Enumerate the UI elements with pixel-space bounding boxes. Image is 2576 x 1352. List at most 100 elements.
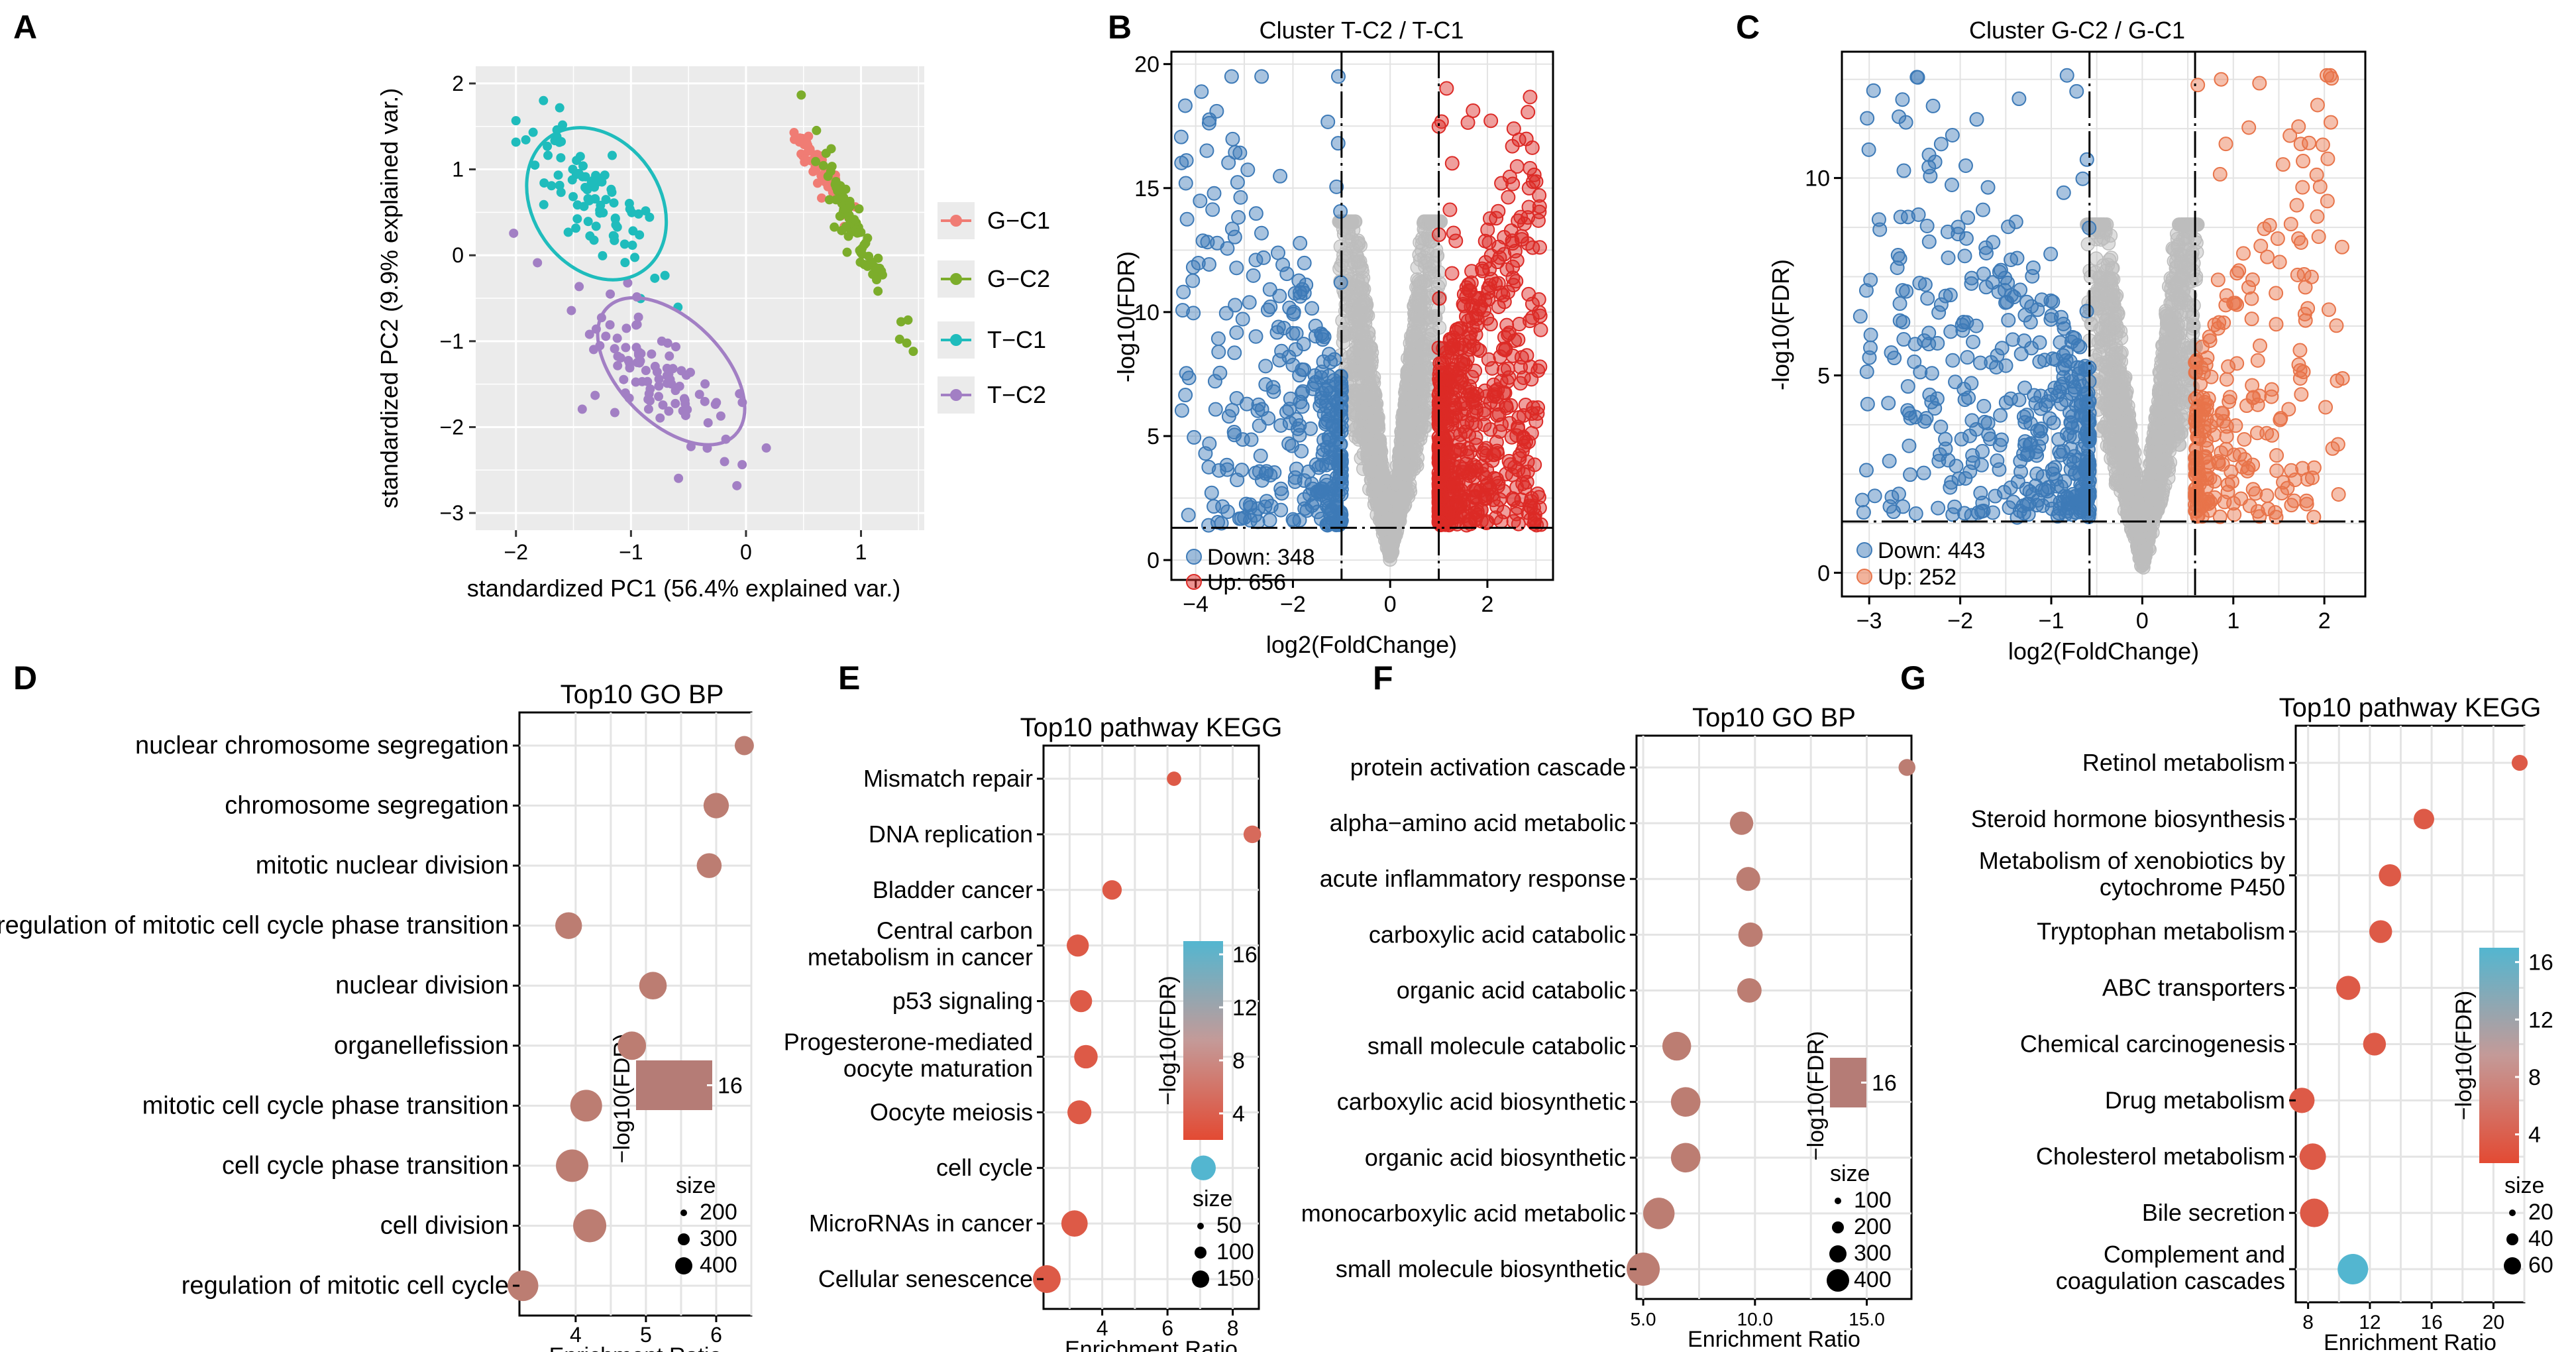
up-point bbox=[1521, 105, 1536, 120]
pca-point bbox=[577, 404, 587, 414]
down-point bbox=[1254, 473, 1269, 488]
pca-point bbox=[572, 214, 582, 224]
pca-point bbox=[598, 251, 608, 260]
down-point bbox=[1207, 186, 1222, 201]
up-point bbox=[1527, 511, 1542, 526]
up-point bbox=[1509, 159, 1525, 174]
pca-point bbox=[533, 258, 543, 268]
up-point bbox=[1444, 266, 1460, 281]
ns-point bbox=[2092, 347, 2107, 362]
down-point bbox=[1258, 359, 1273, 374]
pca-point bbox=[539, 199, 549, 209]
down-point bbox=[1273, 168, 1288, 184]
down-point bbox=[1262, 512, 1277, 528]
up-point bbox=[1481, 235, 1497, 250]
pca-point bbox=[641, 366, 651, 376]
pca-point bbox=[650, 361, 660, 371]
up-point bbox=[1482, 211, 1497, 226]
pca-point bbox=[823, 172, 833, 182]
down-point bbox=[1240, 162, 1256, 178]
ns-point bbox=[2173, 426, 2188, 441]
pca-point bbox=[896, 317, 906, 327]
pca-point bbox=[831, 195, 841, 205]
down-point bbox=[1254, 225, 1269, 241]
legend-key-dot bbox=[950, 334, 962, 346]
down-point bbox=[1230, 473, 1245, 488]
y-tick-label: 0 bbox=[452, 243, 464, 267]
ns-point bbox=[1351, 325, 1366, 340]
up-point bbox=[1432, 503, 1448, 518]
panel-letter-a: A bbox=[13, 9, 37, 46]
pca-point bbox=[597, 177, 607, 187]
pca-point bbox=[839, 192, 849, 202]
legend-key-dot bbox=[950, 215, 962, 227]
pca-point bbox=[647, 349, 657, 359]
pca-point bbox=[761, 443, 771, 453]
pca-point bbox=[628, 226, 638, 236]
ns-point bbox=[2123, 522, 2139, 536]
down-point bbox=[1221, 155, 1236, 170]
pca-point bbox=[556, 188, 566, 197]
ns-point bbox=[1352, 384, 1367, 398]
up-point bbox=[1477, 403, 1492, 418]
pca-point bbox=[605, 320, 615, 330]
down-point bbox=[1199, 143, 1214, 158]
y-tick-label: −2 bbox=[440, 415, 464, 439]
down-point bbox=[1193, 194, 1208, 209]
pca-point bbox=[686, 367, 696, 377]
pca-point bbox=[613, 361, 623, 370]
pca-point bbox=[826, 144, 836, 154]
ns-point bbox=[1337, 322, 1352, 337]
pca-point bbox=[596, 200, 606, 210]
ns-point bbox=[2098, 295, 2113, 310]
pca-point bbox=[789, 128, 799, 138]
up-point bbox=[1525, 310, 1540, 325]
pca-point bbox=[845, 201, 855, 211]
ns-point bbox=[2161, 374, 2175, 389]
pca-point bbox=[566, 306, 576, 315]
ns-point bbox=[2080, 237, 2096, 252]
ns-point bbox=[2159, 309, 2174, 323]
ns-point bbox=[1399, 420, 1413, 435]
pca-point bbox=[568, 192, 578, 201]
pca-point bbox=[856, 248, 866, 258]
pca-point bbox=[644, 389, 654, 399]
up-point bbox=[1448, 233, 1464, 249]
pca-point bbox=[557, 137, 566, 146]
up-point bbox=[1485, 361, 1500, 376]
down-point bbox=[1207, 499, 1222, 514]
pca-point bbox=[556, 153, 566, 163]
down-point bbox=[1227, 345, 1242, 361]
down-point bbox=[1243, 500, 1258, 515]
pca-point bbox=[623, 278, 633, 288]
down-point bbox=[1328, 488, 1343, 503]
x-tick-label: 2 bbox=[1481, 592, 1493, 617]
down-point bbox=[1275, 257, 1291, 272]
pca-point bbox=[796, 90, 806, 100]
pca-point bbox=[811, 156, 821, 166]
ns-point bbox=[2175, 367, 2190, 382]
up-point bbox=[1465, 392, 1480, 408]
ns-point bbox=[1332, 261, 1347, 276]
ns-point bbox=[1411, 367, 1425, 382]
up-point bbox=[1497, 230, 1512, 245]
pca-point bbox=[824, 195, 834, 205]
pca-point bbox=[528, 127, 538, 137]
up-point bbox=[1477, 443, 1492, 458]
up-point bbox=[1432, 471, 1448, 486]
pca-point bbox=[894, 334, 904, 344]
down-point bbox=[1860, 396, 1875, 412]
down-point bbox=[1281, 349, 1297, 365]
up-point bbox=[1511, 332, 1526, 347]
down-point bbox=[1194, 84, 1209, 99]
down-point bbox=[1191, 256, 1206, 271]
panel-letter-f: F bbox=[1373, 659, 1393, 697]
down-point bbox=[1258, 377, 1273, 392]
legend-label-g-c2: G−C2 bbox=[987, 265, 1050, 292]
pca-point bbox=[676, 366, 686, 376]
ns-point bbox=[2142, 467, 2157, 482]
pca-point bbox=[632, 319, 642, 329]
pca-point bbox=[613, 351, 623, 361]
ns-point bbox=[2174, 254, 2188, 269]
ns-point bbox=[2102, 375, 2117, 390]
